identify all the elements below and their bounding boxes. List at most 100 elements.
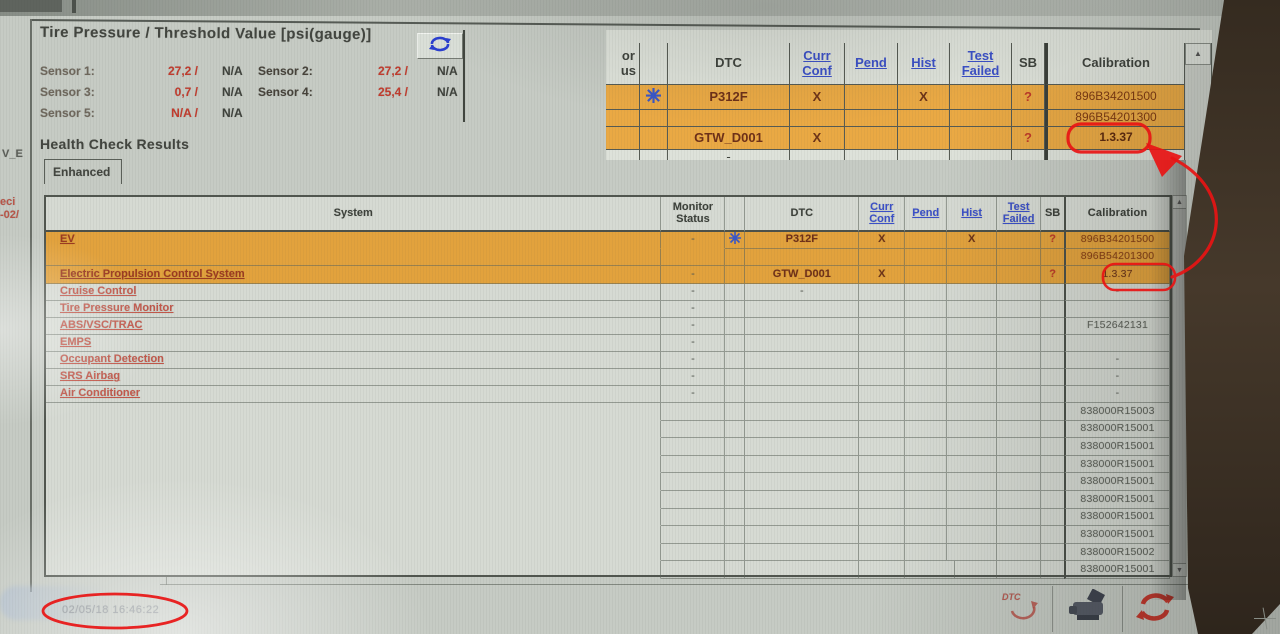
- table-row-occupant-detection[interactable]: Occupant Detection - -: [46, 352, 1170, 369]
- column-header-calibration: Calibration: [1064, 197, 1171, 232]
- test-failed-cell: [997, 232, 1042, 249]
- table-row: 838000R15001: [46, 526, 1170, 544]
- dtc-clear-button[interactable]: DTC: [988, 586, 1052, 632]
- statusbar-tick: [166, 577, 167, 585]
- table-row-emps[interactable]: EMPS -: [46, 335, 1170, 352]
- hist-link[interactable]: Hist: [961, 206, 983, 219]
- curr-conf-link[interactable]: Curr Conf: [869, 200, 895, 225]
- system-link[interactable]: SRS Airbag: [60, 370, 121, 383]
- column-header-dtc: DTC: [745, 197, 860, 232]
- calibration-cell: 838000R15002: [1064, 543, 1170, 562]
- calibration-cell: 838000R15001: [1064, 455, 1170, 474]
- freeze-frame-icon[interactable]: [728, 232, 741, 248]
- section-title: Health Check Results: [40, 136, 190, 152]
- calibration-cell: 838000R15001: [1064, 508, 1170, 527]
- refresh-button[interactable]: [417, 33, 463, 59]
- sensor-value: N/A /: [171, 106, 198, 120]
- statusbar-divider: [160, 584, 1188, 585]
- table-row-ev-cont: 896B54201300: [46, 249, 1170, 266]
- system-link[interactable]: Tire Pressure Monitor: [60, 302, 174, 315]
- table-row-abs-vsc-trac[interactable]: ABS/VSC/TRAC - F152642131: [46, 318, 1170, 335]
- tab-enhanced[interactable]: Enhanced: [44, 159, 122, 184]
- system-link[interactable]: Occupant Detection: [60, 353, 164, 366]
- table-row: 838000R15001: [46, 508, 1170, 527]
- inset-header-sb: SB: [1012, 43, 1045, 85]
- tab-label: Enhanced: [53, 165, 111, 179]
- system-link[interactable]: Cruise Control: [60, 285, 137, 298]
- inset-row: -: [606, 150, 1212, 160]
- inset-header-curr-conf: Curr Conf: [802, 48, 832, 78]
- sb-link[interactable]: ?: [1049, 233, 1056, 246]
- table-row: 838000R15002: [46, 543, 1170, 562]
- inset-header-hist: Hist: [911, 55, 936, 71]
- table-scrollbar[interactable]: ▲ ▼: [1172, 195, 1187, 577]
- test-failed-link[interactable]: Test Failed: [1002, 200, 1035, 225]
- sensor-label: Sensor 1:: [40, 64, 95, 78]
- table-row-cruise-control[interactable]: Cruise Control - - -: [46, 284, 1170, 301]
- dtc-cell[interactable]: GTW_D001: [745, 266, 860, 284]
- table-row-epcs[interactable]: Electric Propulsion Control System - GTW…: [46, 266, 1170, 284]
- calibration-cell: 838000R15003: [1064, 403, 1170, 421]
- table-row: 838000R15001: [46, 561, 1170, 579]
- sensor-threshold: N/A: [437, 64, 458, 78]
- background-window-text: V_E: [2, 148, 23, 160]
- dtc-cell[interactable]: P312F: [745, 232, 860, 249]
- system-link[interactable]: Air Conditioner: [60, 387, 141, 400]
- pend-link[interactable]: Pend: [912, 206, 940, 219]
- column-header-test-failed[interactable]: Test Failed: [997, 197, 1042, 232]
- column-header-sb: SB: [1041, 197, 1066, 232]
- sensor-row: Sensor 5: N/A / N/A: [40, 106, 470, 122]
- inset-row: P312F X X ? 896B34201500: [606, 85, 1212, 110]
- inset-partial-monitor-header: or us: [606, 43, 640, 85]
- sensor-row: Sensor 1: 27,2 / N/A Sensor 2: 27,2 / N/…: [40, 64, 470, 80]
- inset-row: GTW_D001 X ? 1.3.37: [606, 127, 1212, 150]
- hist-cell: X: [947, 232, 998, 249]
- dtc-icon: DTC: [998, 589, 1042, 630]
- inset-scroll-up-arrow: ▲: [1185, 43, 1211, 65]
- table-row-air-conditioner[interactable]: Air Conditioner - -: [46, 386, 1170, 403]
- inset-header-test-failed: Test Failed: [961, 48, 1000, 78]
- print-button[interactable]: [1052, 586, 1123, 632]
- sb-link[interactable]: ?: [1049, 267, 1056, 280]
- calibration-cell: 896B34201500: [1064, 232, 1170, 249]
- column-header-curr-conf[interactable]: Curr Conf: [859, 197, 906, 232]
- column-header-hist[interactable]: Hist: [947, 197, 998, 232]
- curr-conf-cell: X: [859, 232, 906, 249]
- sensor-threshold: N/A: [222, 106, 243, 120]
- table-row-ev[interactable]: EV - P312F X X ? 896B34201500: [46, 232, 1170, 249]
- inset-header-calibration: Calibration: [1045, 43, 1185, 85]
- window-left-border: [30, 19, 32, 592]
- sensor-value: 0,7 /: [174, 85, 198, 99]
- calibration-cell: 838000R15001: [1064, 420, 1170, 439]
- table-row: 838000R15001: [46, 473, 1170, 491]
- sensor-value: 25,4 /: [377, 85, 408, 99]
- svg-text:DTC: DTC: [1002, 592, 1021, 602]
- table-row-tire-pressure-monitor[interactable]: Tire Pressure Monitor -: [46, 301, 1170, 318]
- zoomed-inset-overlay: or us DTC Curr Conf Pend Hist Test Failed…: [606, 30, 1212, 160]
- hist-cell: [947, 266, 998, 284]
- recheck-button[interactable]: [1122, 586, 1187, 632]
- calibration-cell: 838000R15001: [1064, 490, 1170, 509]
- system-link[interactable]: EMPS: [60, 336, 92, 349]
- page-title: Tire Pressure / Threshold Value [psi(gau…: [39, 23, 372, 44]
- screen-top-edge: [0, 0, 1280, 16]
- scroll-down-arrow[interactable]: ▼: [1173, 563, 1186, 576]
- freeze-frame-icon: [646, 87, 661, 106]
- column-header-pend[interactable]: Pend: [905, 197, 948, 232]
- sensor-value: 27,2 /: [377, 64, 408, 78]
- calibration-cell: 838000R15001: [1064, 438, 1170, 456]
- scroll-up-arrow[interactable]: ▲: [1173, 196, 1186, 209]
- monitor-status-cell: -: [661, 232, 726, 249]
- sensor-threshold: N/A: [222, 64, 243, 78]
- table-row-srs-airbag[interactable]: SRS Airbag - -: [46, 369, 1170, 386]
- inset-header-row: or us DTC Curr Conf Pend Hist Test Failed…: [606, 43, 1212, 85]
- inset-row: 896B54201300: [606, 110, 1212, 127]
- system-link-epcs[interactable]: Electric Propulsion Control System: [60, 267, 245, 280]
- system-link[interactable]: ABS/VSC/TRAC: [60, 319, 143, 332]
- calibration-cell-1337: 1.3.37: [1064, 266, 1170, 284]
- system-link-ev[interactable]: EV: [60, 233, 75, 246]
- table-row: 838000R15001: [46, 438, 1170, 456]
- pend-cell: [905, 266, 948, 284]
- table-row: 838000R15003: [46, 403, 1170, 421]
